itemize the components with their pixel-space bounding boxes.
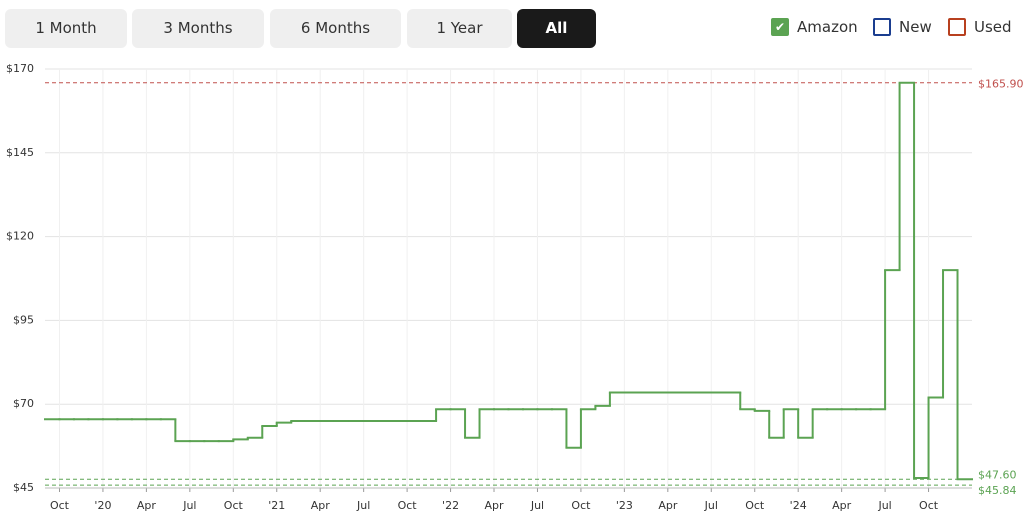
x-tick-label: Jul	[530, 499, 544, 512]
range-button[interactable]: 1 Year	[407, 9, 512, 48]
y-tick-label: $170	[6, 62, 34, 75]
x-tick-label: Oct	[919, 499, 939, 512]
y-tick-label: $70	[13, 397, 34, 410]
x-tick-label: Jul	[182, 499, 196, 512]
legend-label: New	[899, 18, 932, 36]
range-button[interactable]: All	[517, 9, 596, 48]
legend-checkbox[interactable]	[948, 18, 966, 36]
y-tick-label: $45	[13, 481, 34, 494]
legend-item[interactable]: New	[873, 18, 932, 36]
x-tick-label: '20	[94, 499, 111, 512]
reference-label: $45.84	[978, 484, 1017, 497]
legend-checkbox[interactable]: ✔	[771, 18, 789, 36]
x-tick-label: Apr	[832, 499, 852, 512]
legend-label: Amazon	[797, 18, 858, 36]
legend-item[interactable]: Used	[948, 18, 1012, 36]
y-tick-label: $95	[13, 313, 34, 326]
x-tick-label: Oct	[50, 499, 70, 512]
x-tick-label: '23	[616, 499, 633, 512]
reference-label: $165.90	[978, 78, 1024, 91]
x-tick-label: Apr	[658, 499, 678, 512]
range-button[interactable]: 6 Months	[270, 9, 401, 48]
x-tick-label: '24	[790, 499, 807, 512]
y-tick-label: $120	[6, 230, 34, 243]
plot-area	[45, 69, 972, 488]
y-tick-label: $145	[6, 146, 34, 159]
range-button[interactable]: 1 Month	[5, 9, 127, 48]
reference-label: $47.60	[978, 468, 1017, 481]
x-tick-label: Apr	[485, 499, 505, 512]
x-tick-label: Oct	[224, 499, 244, 512]
x-tick-label: Oct	[398, 499, 418, 512]
legend-label: Used	[974, 18, 1012, 36]
legend-checkbox[interactable]	[873, 18, 891, 36]
range-button[interactable]: 3 Months	[132, 9, 264, 48]
x-tick-label: Jul	[877, 499, 891, 512]
legend-item[interactable]: ✔ Amazon	[771, 18, 858, 36]
x-tick-label: Jul	[704, 499, 718, 512]
x-tick-label: Apr	[311, 499, 331, 512]
x-tick-label: '21	[268, 499, 285, 512]
x-tick-label: '22	[442, 499, 459, 512]
x-tick-label: Jul	[356, 499, 370, 512]
x-tick-label: Oct	[745, 499, 765, 512]
x-tick-label: Apr	[137, 499, 157, 512]
x-tick-label: Oct	[571, 499, 591, 512]
